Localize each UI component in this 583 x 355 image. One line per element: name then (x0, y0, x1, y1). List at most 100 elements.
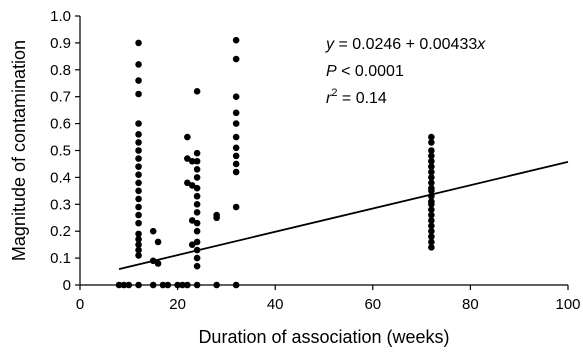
data-point (154, 260, 162, 267)
data-point (428, 133, 435, 141)
y-tick-label: 0.8 (50, 62, 71, 79)
data-point (232, 168, 240, 176)
y-tick-label: 0 (63, 277, 71, 294)
data-point (193, 192, 201, 200)
x-tick-label: 40 (267, 296, 284, 313)
data-point (428, 187, 435, 195)
data-point (213, 214, 220, 222)
data-point (193, 219, 201, 227)
y-axis-title: Magnitude of contamination (9, 40, 29, 261)
data-point (232, 120, 240, 127)
data-point (135, 195, 142, 203)
data-point (135, 241, 142, 248)
data-point (193, 88, 201, 95)
data-point (179, 281, 186, 289)
data-point (188, 182, 196, 189)
data-point (135, 77, 142, 84)
data-point (174, 281, 181, 289)
data-point (159, 281, 167, 289)
data-point (135, 230, 142, 238)
data-point (149, 281, 157, 289)
axes (79, 16, 568, 286)
data-point (135, 219, 142, 227)
data-point (135, 147, 142, 154)
y-tick-label: 0.6 (50, 116, 71, 133)
data-point (135, 203, 142, 211)
data-point (193, 149, 201, 157)
data-point (428, 179, 435, 187)
data-point (193, 184, 201, 192)
y-tick-label: 0.7 (50, 89, 71, 106)
data-point (135, 171, 142, 179)
x-tick-label: 60 (364, 296, 381, 313)
data-point (135, 281, 142, 289)
data-point (135, 139, 142, 146)
data-point (428, 139, 435, 146)
data-point (428, 192, 435, 200)
data-point (154, 238, 162, 246)
y-tick-label: 0.5 (50, 143, 71, 160)
y-tick-label: 0.3 (50, 196, 71, 213)
data-point (213, 281, 220, 289)
y-tick-label: 0.2 (50, 223, 71, 240)
data-point (115, 281, 123, 289)
data-point (428, 238, 435, 246)
data-point (428, 168, 435, 176)
data-point (232, 55, 240, 63)
data-point (232, 144, 240, 152)
x-axis-ticks: 0 20 40 60 80 100 (76, 285, 581, 313)
regression-equation: y = 0.0246 + 0.00433x (325, 36, 486, 53)
data-point (232, 133, 240, 141)
data-point (184, 179, 191, 187)
regression-annotation: y = 0.0246 + 0.00433x P < 0.0001 r2 = 0.… (325, 36, 486, 107)
data-point (193, 209, 201, 216)
data-point (184, 133, 191, 141)
data-point (428, 201, 435, 208)
data-point (193, 166, 201, 173)
data-point (135, 163, 142, 170)
data-point (428, 233, 435, 240)
data-point (135, 61, 142, 68)
data-point (428, 227, 435, 235)
data-point (428, 157, 435, 165)
data-point (135, 252, 142, 259)
data-point (149, 227, 157, 235)
data-point (135, 90, 142, 98)
x-tick-label: 80 (462, 296, 479, 313)
data-point (232, 152, 240, 160)
data-point (135, 179, 142, 187)
data-point (120, 281, 128, 289)
data-points (115, 36, 435, 289)
data-point (188, 217, 196, 224)
data-point (193, 227, 201, 235)
x-tick-label: 100 (555, 296, 580, 313)
data-point (184, 155, 191, 162)
data-point (193, 201, 201, 208)
data-point (428, 206, 435, 213)
data-point (232, 93, 240, 100)
data-point (428, 152, 435, 160)
data-point (125, 281, 133, 289)
data-point (193, 254, 201, 262)
y-tick-label: 0.4 (50, 169, 71, 186)
data-point (428, 211, 435, 219)
data-point (135, 131, 142, 138)
x-tick-label: 0 (76, 296, 84, 313)
data-point (428, 244, 435, 251)
data-point (135, 120, 142, 127)
data-point (188, 241, 196, 248)
p-value: P < 0.0001 (326, 63, 404, 80)
data-point (428, 163, 435, 170)
data-point (232, 203, 240, 211)
y-tick-label: 0.1 (50, 250, 71, 267)
data-point (193, 238, 201, 246)
data-point (188, 157, 196, 165)
x-tick-label: 20 (169, 296, 186, 313)
y-tick-label: 1.0 (50, 8, 71, 25)
data-point (428, 217, 435, 224)
data-point (428, 222, 435, 230)
regression-line (118, 161, 569, 270)
y-axis-ticks: 0 0.1 0.2 0.3 0.4 0.5 0.6 0.7 0.8 0.9 1.0 (50, 8, 80, 294)
data-point (193, 281, 201, 289)
data-point (428, 174, 435, 181)
